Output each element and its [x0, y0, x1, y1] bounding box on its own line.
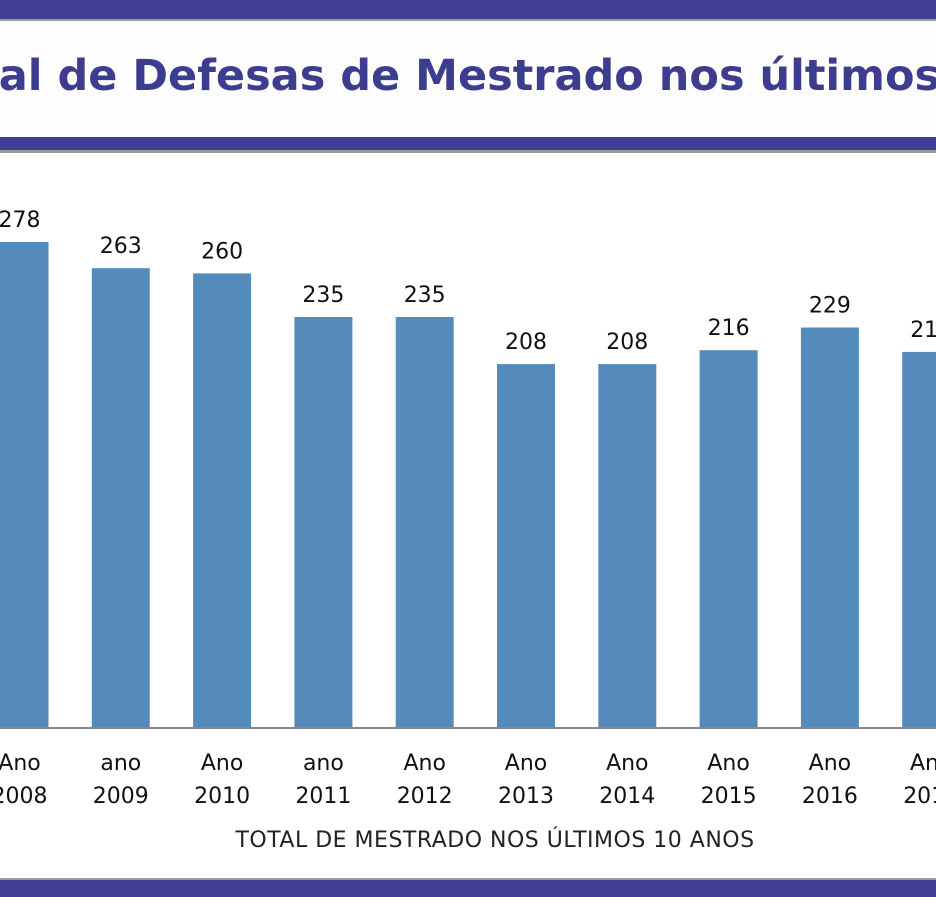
- title-box: Total de Defesas de Mestrado nos últimos…: [0, 21, 936, 137]
- x-tick-label-year: 2014: [599, 784, 655, 809]
- x-tick-label-year: 2013: [498, 784, 554, 809]
- bottom-band: [0, 880, 936, 897]
- x-tick-label-prefix: Ano: [707, 751, 749, 776]
- x-tick-label-prefix: ano: [303, 751, 344, 776]
- data-label-2015: 216: [708, 316, 750, 341]
- x-tick-label-year: 2012: [397, 784, 453, 809]
- bar-2013: [497, 364, 555, 727]
- data-label-2011: 235: [302, 283, 344, 308]
- data-label-2010: 260: [201, 239, 243, 264]
- x-tick-label-prefix: Ano: [910, 751, 936, 776]
- x-tick-label-prefix: Ano: [403, 751, 445, 776]
- bar-chart: 278 Ano 2008 263 ano 2009 260 Ano 2010 235 ano 2011…: [0, 208, 936, 809]
- x-tick-label-year: 2011: [295, 784, 351, 809]
- data-label-2009: 263: [100, 234, 142, 259]
- x-tick-label-prefix: Ano: [505, 751, 547, 776]
- x-tick-label-prefix: Ano: [809, 751, 851, 776]
- x-tick-label-year: 2016: [802, 784, 858, 809]
- data-label-2014: 208: [606, 330, 648, 355]
- bar-2015: [699, 350, 758, 727]
- x-axis-label: TOTAL DE MESTRADO NOS ÚLTIMOS 10 ANOS: [235, 828, 755, 853]
- bar-2012: [395, 317, 454, 727]
- top-band: [0, 0, 936, 19]
- bar-2014: [598, 364, 657, 727]
- bar-2011: [294, 317, 353, 727]
- bar-2009: [91, 268, 150, 727]
- top-rule: [0, 19, 936, 21]
- data-label-2008: 278: [0, 208, 41, 233]
- x-tick-label-prefix: Ano: [606, 751, 648, 776]
- data-label-2012: 235: [404, 283, 446, 308]
- bar-2008: [0, 242, 49, 727]
- title-underline-band: [0, 137, 936, 150]
- x-tick-label-prefix: Ano: [0, 751, 41, 776]
- x-tick-label-year: 2009: [93, 784, 149, 809]
- data-label-2013: 208: [505, 330, 547, 355]
- chart-title: Total de Defesas de Mestrado nos últimos…: [0, 51, 936, 101]
- bar-2017: [902, 351, 936, 727]
- x-tick-label-year: 2017: [903, 784, 936, 809]
- x-tick-label-year: 2010: [194, 784, 250, 809]
- bar-2016: [800, 327, 859, 727]
- bar-2010: [193, 273, 252, 727]
- bottom-rule: [0, 878, 936, 880]
- data-label-2017: 215: [910, 318, 936, 343]
- x-tick-label-year: 2015: [701, 784, 757, 809]
- x-tick-label-year: 2008: [0, 784, 48, 809]
- data-label-2016: 229: [809, 294, 851, 319]
- title-underline-rule: [0, 150, 936, 153]
- x-tick-label-prefix: ano: [100, 751, 141, 776]
- x-tick-label-prefix: Ano: [201, 751, 243, 776]
